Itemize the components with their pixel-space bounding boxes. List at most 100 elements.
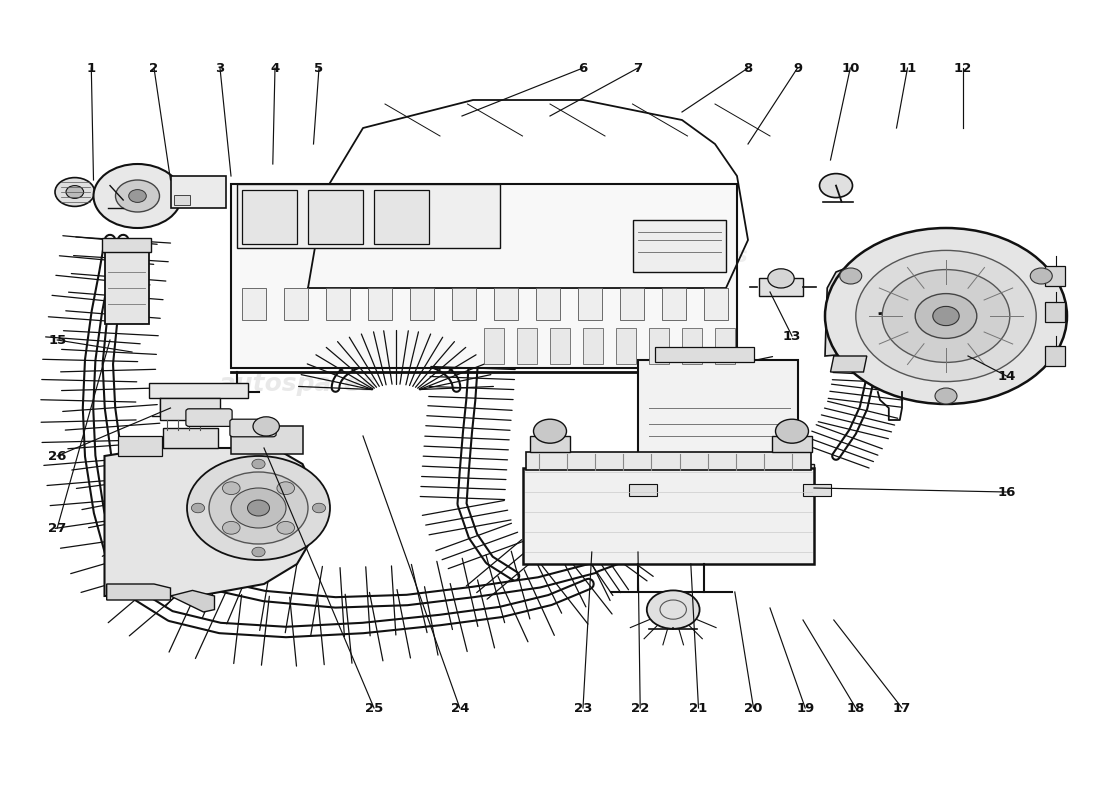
- Text: 11: 11: [899, 62, 916, 74]
- Circle shape: [129, 190, 146, 202]
- Text: 24: 24: [451, 702, 469, 714]
- Text: 18: 18: [847, 702, 865, 714]
- Bar: [104, 248, 148, 324]
- Bar: [148, 383, 248, 398]
- Text: 5: 5: [315, 62, 323, 74]
- Polygon shape: [170, 590, 214, 612]
- Bar: [803, 484, 830, 496]
- Text: 1: 1: [87, 62, 96, 74]
- Bar: [662, 288, 686, 320]
- Bar: [326, 288, 350, 320]
- Circle shape: [1031, 268, 1053, 284]
- Bar: [163, 428, 218, 448]
- Circle shape: [768, 269, 794, 288]
- Text: 12: 12: [954, 62, 971, 74]
- Circle shape: [856, 250, 1036, 382]
- Text: autospares: autospares: [616, 246, 748, 266]
- Circle shape: [312, 503, 326, 513]
- Text: 2: 2: [150, 62, 158, 74]
- Bar: [621, 464, 814, 484]
- Text: 22: 22: [631, 702, 649, 714]
- Bar: [174, 195, 190, 205]
- Circle shape: [882, 270, 1010, 362]
- Bar: [236, 184, 500, 248]
- Bar: [517, 328, 537, 364]
- Bar: [374, 190, 429, 244]
- Circle shape: [55, 178, 95, 206]
- Bar: [682, 328, 702, 364]
- Bar: [284, 288, 308, 320]
- Bar: [1045, 266, 1065, 286]
- Bar: [638, 360, 798, 464]
- Bar: [620, 288, 645, 320]
- Circle shape: [231, 488, 286, 528]
- Bar: [759, 278, 803, 296]
- Bar: [1045, 346, 1065, 366]
- Text: 17: 17: [893, 702, 911, 714]
- Text: 19: 19: [796, 702, 814, 714]
- Circle shape: [839, 268, 861, 284]
- Circle shape: [248, 500, 270, 516]
- Bar: [704, 288, 728, 320]
- Bar: [231, 184, 737, 368]
- Text: 21: 21: [690, 702, 707, 714]
- Circle shape: [647, 590, 700, 629]
- Bar: [649, 328, 669, 364]
- Bar: [583, 328, 603, 364]
- Text: 13: 13: [783, 330, 801, 342]
- Bar: [530, 436, 570, 452]
- Circle shape: [116, 180, 160, 212]
- Circle shape: [820, 174, 852, 198]
- Polygon shape: [104, 448, 314, 596]
- Text: 23: 23: [574, 702, 592, 714]
- Circle shape: [534, 419, 566, 443]
- Circle shape: [776, 419, 808, 443]
- Text: 14: 14: [998, 370, 1015, 382]
- Circle shape: [825, 228, 1067, 404]
- Text: 25: 25: [365, 702, 383, 714]
- Text: 6: 6: [579, 62, 587, 74]
- Text: 8: 8: [744, 62, 752, 74]
- FancyBboxPatch shape: [230, 419, 276, 437]
- Bar: [772, 436, 812, 452]
- Bar: [102, 238, 151, 252]
- Text: 15: 15: [48, 334, 66, 346]
- Text: 27: 27: [48, 522, 66, 534]
- Bar: [578, 288, 602, 320]
- Circle shape: [915, 294, 977, 338]
- Text: autospares: autospares: [218, 372, 376, 396]
- Text: 20: 20: [745, 702, 762, 714]
- Bar: [715, 328, 735, 364]
- Bar: [452, 288, 476, 320]
- Text: 9: 9: [793, 62, 802, 74]
- Circle shape: [277, 522, 295, 534]
- Circle shape: [933, 306, 959, 326]
- Bar: [526, 452, 811, 470]
- Circle shape: [191, 503, 205, 513]
- Circle shape: [252, 459, 265, 469]
- Bar: [616, 328, 636, 364]
- Circle shape: [253, 417, 279, 436]
- Circle shape: [222, 482, 240, 494]
- Polygon shape: [107, 584, 170, 600]
- Bar: [242, 190, 297, 244]
- Circle shape: [935, 388, 957, 404]
- Circle shape: [94, 164, 182, 228]
- Bar: [629, 484, 657, 496]
- Circle shape: [209, 472, 308, 544]
- Circle shape: [277, 482, 295, 494]
- Circle shape: [187, 456, 330, 560]
- Circle shape: [66, 186, 84, 198]
- Text: 4: 4: [271, 62, 279, 74]
- Bar: [550, 328, 570, 364]
- Bar: [160, 398, 220, 420]
- Text: eurospares: eurospares: [603, 468, 761, 492]
- Bar: [368, 288, 393, 320]
- Bar: [170, 176, 226, 208]
- FancyBboxPatch shape: [186, 409, 232, 426]
- Text: 10: 10: [842, 62, 859, 74]
- Bar: [536, 288, 560, 320]
- Bar: [231, 426, 302, 454]
- Bar: [654, 347, 754, 362]
- Text: 26: 26: [48, 450, 66, 462]
